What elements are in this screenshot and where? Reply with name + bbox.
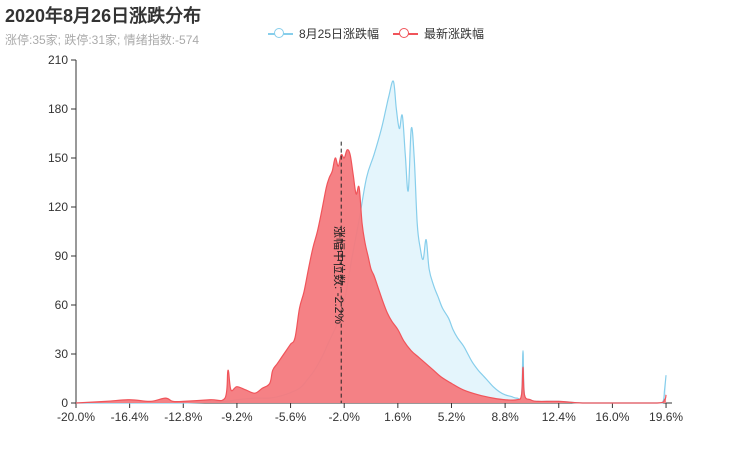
y-tick-label: 210 bbox=[48, 53, 68, 67]
chart-title: 2020年8月26日涨跌分布 bbox=[5, 6, 202, 26]
legend-item-latest[interactable]: 最新涨跌幅 bbox=[393, 25, 484, 42]
x-tick-label: -5.6% bbox=[275, 410, 307, 424]
x-tick-label: 12.4% bbox=[542, 410, 576, 424]
x-tick-label: -2.0% bbox=[329, 410, 361, 424]
y-tick-label: 0 bbox=[61, 396, 68, 410]
x-tick-label: -12.8% bbox=[164, 410, 202, 424]
x-tick-label: -9.2% bbox=[221, 410, 253, 424]
series-line-latest bbox=[75, 149, 667, 404]
x-tick-label: 5.2% bbox=[438, 410, 466, 424]
series-area-prev bbox=[76, 80, 667, 403]
legend-swatch-latest bbox=[393, 27, 419, 41]
y-tick-label: 180 bbox=[48, 102, 68, 116]
series-area-latest bbox=[76, 149, 667, 403]
chart-legend: 8月25日涨跌幅 最新涨跌幅 bbox=[268, 25, 484, 42]
y-tick-label: 30 bbox=[55, 347, 69, 361]
x-tick-label: -20.0% bbox=[57, 410, 95, 424]
x-tick-label: 16.0% bbox=[595, 410, 629, 424]
x-tick-label: -16.4% bbox=[111, 410, 149, 424]
median-layer: 涨幅中位数: -2.2% bbox=[332, 141, 347, 403]
y-tick-label: 90 bbox=[55, 249, 69, 263]
legend-item-prev[interactable]: 8月25日涨跌幅 bbox=[268, 25, 379, 42]
x-tick-label: 19.6% bbox=[649, 410, 683, 424]
chart-subtitle: 涨停:35家; 跌停:31家; 情绪指数:-574 bbox=[5, 33, 200, 47]
y-axis: 0 30 60 90 120 150 180 210 bbox=[48, 53, 77, 410]
median-label: 涨幅中位数: -2.2% bbox=[332, 226, 347, 324]
series-layer bbox=[75, 80, 667, 404]
x-axis: -20.0% -16.4% -12.8% -9.2% -5.6% -2.0% 1.6% 5.2… bbox=[57, 402, 683, 424]
x-tick-label: 1.6% bbox=[384, 410, 412, 424]
y-tick-label: 60 bbox=[55, 298, 69, 312]
legend-swatch-prev bbox=[268, 27, 293, 41]
y-tick-label: 150 bbox=[48, 151, 68, 165]
legend-label-prev: 8月25日涨跌幅 bbox=[299, 27, 380, 41]
x-tick-label: 8.8% bbox=[491, 410, 519, 424]
y-tick-label: 120 bbox=[48, 200, 68, 214]
legend-label-latest: 最新涨跌幅 bbox=[424, 27, 485, 41]
